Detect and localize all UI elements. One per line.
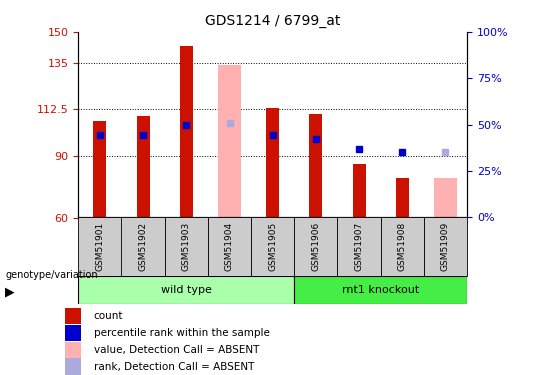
Bar [122, 217, 165, 276]
Text: wild type: wild type [161, 285, 212, 295]
Bar [165, 217, 208, 276]
Bar [137, 116, 150, 218]
Text: value, Detection Call = ABSENT: value, Detection Call = ABSENT [93, 345, 259, 355]
Bar [309, 114, 322, 218]
Text: GSM51908: GSM51908 [398, 222, 407, 272]
Bar [65, 308, 82, 324]
Bar [78, 276, 294, 304]
Bar [251, 217, 294, 276]
Title: GDS1214 / 6799_at: GDS1214 / 6799_at [205, 14, 340, 28]
Bar [93, 121, 106, 218]
Bar [434, 178, 457, 218]
Bar [65, 342, 82, 358]
Bar [65, 325, 82, 341]
Text: GSM51907: GSM51907 [355, 222, 363, 272]
Text: GSM51906: GSM51906 [312, 222, 320, 272]
Text: rnt1 knockout: rnt1 knockout [342, 285, 420, 295]
Text: GSM51902: GSM51902 [139, 222, 147, 271]
Text: count: count [93, 311, 123, 321]
Bar [381, 217, 424, 276]
Bar [424, 217, 467, 276]
Text: ▶: ▶ [5, 285, 15, 298]
Bar [266, 108, 279, 218]
Bar [396, 178, 409, 218]
Bar [78, 217, 122, 276]
Text: genotype/variation: genotype/variation [5, 270, 98, 280]
Bar [338, 217, 381, 276]
Bar [294, 276, 467, 304]
Text: GSM51901: GSM51901 [96, 222, 104, 272]
Text: GSM51909: GSM51909 [441, 222, 450, 272]
Text: GSM51904: GSM51904 [225, 222, 234, 271]
Text: percentile rank within the sample: percentile rank within the sample [93, 328, 269, 338]
Bar [353, 164, 366, 218]
Text: rank, Detection Call = ABSENT: rank, Detection Call = ABSENT [93, 362, 254, 372]
Text: GSM51903: GSM51903 [182, 222, 191, 272]
Bar [294, 217, 338, 276]
Text: GSM51905: GSM51905 [268, 222, 277, 272]
Bar [65, 358, 82, 375]
Bar [180, 46, 193, 217]
Bar [218, 65, 241, 218]
Bar [208, 217, 251, 276]
